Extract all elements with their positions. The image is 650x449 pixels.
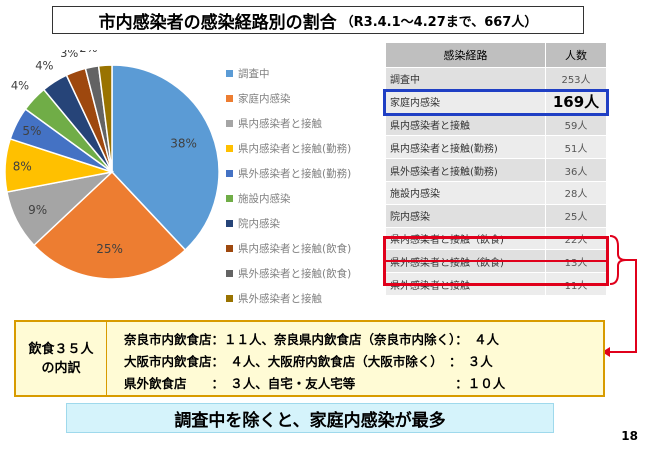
table-row: 院内感染 25人: [385, 203, 607, 228]
count-cell: 36人: [545, 158, 607, 182]
legend-item: 施設内感染: [226, 191, 291, 205]
legend-swatch: [226, 119, 233, 127]
route-cell: 調査中: [385, 67, 546, 91]
breakdown-line: 奈良市内飲食店：１１人、奈良県内飲食店（奈良市内除く）： ４人: [124, 332, 500, 347]
page-title: 市内感染者の感染経路別の割合: [98, 12, 337, 33]
pie-chart: 38%25%9%8%5%4%4%3%2%2%: [4, 50, 220, 280]
route-cell: 県外感染者と接触(勤務): [385, 158, 546, 182]
breakdown-label-line1: 飲食３５人: [28, 341, 94, 357]
dining-breakdown-box: 飲食３５人 の内訳 奈良市内飲食店：１１人、奈良県内飲食店（奈良市内除く）： ４…: [14, 320, 605, 397]
highlight-household: [383, 89, 609, 116]
legend-item: 院内感染: [226, 216, 280, 230]
route-cell: 院内感染: [385, 203, 546, 228]
legend-swatch: [226, 269, 233, 277]
pie-slice: [111, 64, 220, 252]
pie-slice-label: 4%: [11, 79, 29, 93]
legend-label: 県内感染者と接触(勤務): [238, 142, 352, 155]
table-header-route: 感染経路: [385, 42, 546, 68]
table-header-count: 人数: [545, 42, 607, 68]
highlight-dining-divider: [383, 260, 609, 262]
legend-item: 家庭内感染: [226, 91, 291, 105]
table-row: 県外感染者と接触(勤務) 36人: [385, 158, 607, 182]
legend-item: 県内感染者と接触(勤務): [226, 141, 351, 155]
legend-swatch: [226, 219, 233, 227]
count-cell: 253人: [545, 67, 607, 91]
legend-label: 県外感染者と接触(飲食): [238, 267, 352, 280]
legend-item: 県外感染者と接触(飲食): [226, 266, 351, 280]
page-number: 18: [621, 429, 638, 443]
table-row: 県内感染者と接触 59人: [385, 112, 607, 137]
breakdown-line: 大阪市内飲食店： ４人、大阪府内飲食店（大阪市除く） ： ３人: [124, 354, 493, 369]
legend-item: 調査中: [226, 66, 270, 80]
legend-swatch: [226, 244, 233, 252]
legend-swatch: [226, 69, 233, 77]
pie-slice: [32, 170, 187, 280]
pie-slice-label: 25%: [96, 242, 123, 256]
route-cell: 県内感染者と接触(勤務): [385, 135, 546, 160]
count-cell: 25人: [545, 203, 607, 228]
legend-swatch: [226, 294, 233, 302]
table-row: 調査中 253人: [385, 67, 607, 91]
breakdown-label-line2: の内訳: [41, 360, 81, 376]
legend-label: 施設内感染: [238, 192, 291, 205]
pie-slice-label: 38%: [170, 137, 197, 151]
pie-slice-label: 8%: [13, 159, 32, 173]
breakdown-line: 県外飲食店 ： ３人、自宅・友人宅等 ：１０人: [124, 376, 506, 391]
breakdown-label: 飲食３５人 の内訳: [16, 322, 107, 395]
legend-label: 県外感染者と接触: [238, 292, 322, 305]
connector-arrow: [602, 235, 637, 357]
route-cell: 施設内感染: [385, 180, 546, 205]
pie-slice-label: 2%: [95, 50, 113, 53]
pie-slice: [97, 64, 113, 173]
pie-slice-label: 2%: [79, 50, 97, 55]
legend-item: 県内感染者と接触(飲食): [226, 241, 351, 255]
route-cell: 県内感染者と接触: [385, 112, 546, 137]
legend-label: 家庭内感染: [238, 92, 291, 105]
pie-slice-label: 9%: [28, 203, 47, 217]
conclusion-banner: 調査中を除くと、家庭内感染が最多: [66, 403, 554, 433]
legend-swatch: [226, 144, 233, 152]
pie-slice-label: 5%: [22, 124, 41, 138]
count-cell: 59人: [545, 112, 607, 137]
page-subtitle: （R3.4.1～4.27まで、667人）: [340, 14, 538, 30]
legend-swatch: [226, 194, 233, 202]
legend-item: 県外感染者と接触(勤務): [226, 166, 351, 180]
legend-item: 県内感染者と接触: [226, 116, 322, 130]
legend-label: 県外感染者と接触(勤務): [238, 167, 352, 180]
table-row: 県内感染者と接触(勤務) 51人: [385, 135, 607, 160]
legend-label: 調査中: [238, 67, 270, 80]
legend-swatch: [226, 94, 233, 102]
title-box: 市内感染者の感染経路別の割合 （R3.4.1～4.27まで、667人）: [52, 6, 584, 34]
count-cell: 28人: [545, 180, 607, 205]
legend-label: 県内感染者と接触: [238, 117, 322, 130]
legend-label: 県内感染者と接触(飲食): [238, 242, 352, 255]
legend-swatch: [226, 169, 233, 177]
legend-label: 院内感染: [238, 217, 280, 230]
table-row: 施設内感染 28人: [385, 180, 607, 205]
legend-item: 県外感染者と接触: [226, 291, 322, 305]
count-cell: 51人: [545, 135, 607, 160]
pie-slice-label: 4%: [35, 58, 53, 72]
pie-slice-label: 3%: [60, 50, 78, 60]
table-header-row: 感染経路 人数: [385, 42, 607, 68]
